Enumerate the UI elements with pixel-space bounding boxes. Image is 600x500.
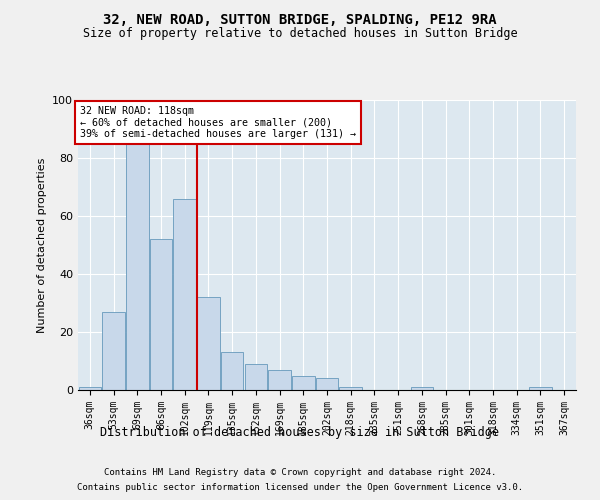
Bar — [245, 364, 267, 390]
Bar — [197, 297, 220, 390]
Bar — [126, 144, 149, 390]
Text: Contains public sector information licensed under the Open Government Licence v3: Contains public sector information licen… — [77, 483, 523, 492]
Bar — [340, 387, 362, 390]
Bar — [268, 370, 291, 390]
Bar — [410, 387, 433, 390]
Bar — [221, 352, 244, 390]
Bar — [316, 378, 338, 390]
Bar — [79, 387, 101, 390]
Bar — [150, 239, 172, 390]
Bar — [529, 387, 551, 390]
Bar — [173, 198, 196, 390]
Text: 32 NEW ROAD: 118sqm
← 60% of detached houses are smaller (200)
39% of semi-detac: 32 NEW ROAD: 118sqm ← 60% of detached ho… — [80, 106, 356, 139]
Text: Contains HM Land Registry data © Crown copyright and database right 2024.: Contains HM Land Registry data © Crown c… — [104, 468, 496, 477]
Text: 32, NEW ROAD, SUTTON BRIDGE, SPALDING, PE12 9RA: 32, NEW ROAD, SUTTON BRIDGE, SPALDING, P… — [103, 12, 497, 26]
Y-axis label: Number of detached properties: Number of detached properties — [37, 158, 47, 332]
Text: Size of property relative to detached houses in Sutton Bridge: Size of property relative to detached ho… — [83, 28, 517, 40]
Bar — [103, 312, 125, 390]
Text: Distribution of detached houses by size in Sutton Bridge: Distribution of detached houses by size … — [101, 426, 499, 439]
Bar — [292, 376, 314, 390]
